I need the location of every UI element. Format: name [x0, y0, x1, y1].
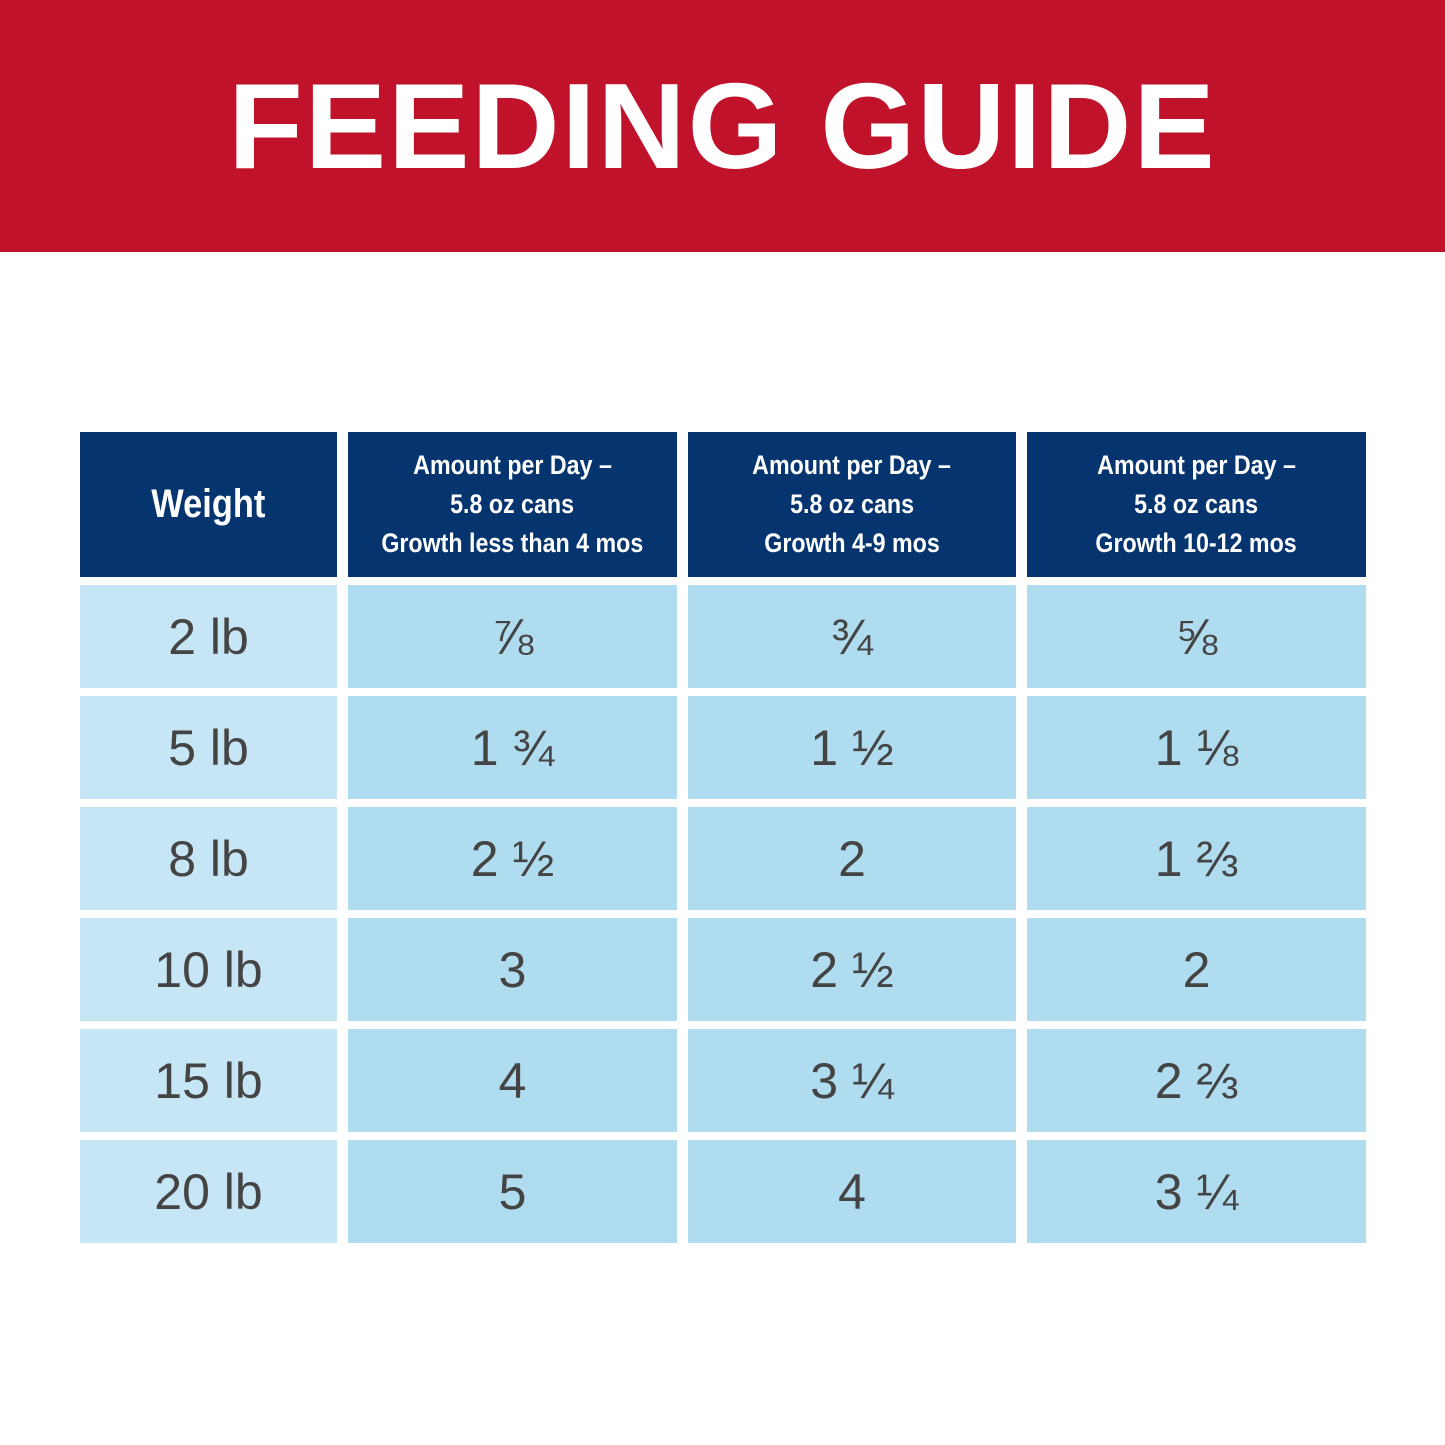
column-header: Amount per Day – 5.8 oz cans Growth less t…	[348, 432, 677, 577]
amount-cell: 2	[1027, 918, 1366, 1021]
header-line: Amount per Day –	[752, 450, 952, 480]
weight-cell: 15 lb	[80, 1029, 337, 1132]
amount-cell: 1 ¾	[348, 696, 677, 799]
amount-cell: 2 ½	[348, 807, 677, 910]
weight-cell: 5 lb	[80, 696, 337, 799]
amount-cell: 1 ½	[688, 696, 1016, 799]
amount-cell: 1 ⅛	[1027, 696, 1366, 799]
weight-cell: 20 lb	[80, 1140, 337, 1243]
amount-cell: 1 ⅔	[1027, 807, 1366, 910]
header-line: 5.8 oz cans	[790, 489, 914, 519]
amount-cell: 5	[348, 1140, 677, 1243]
header-banner: FEEDING GUIDE	[0, 0, 1445, 252]
amount-cell: 3 ¼	[1027, 1140, 1366, 1243]
amount-cell: ⅞	[348, 585, 677, 688]
header-line: Growth 10-12 mos	[1095, 528, 1298, 558]
amount-cell: 3	[348, 918, 677, 1021]
column-header: Amount per Day – 5.8 oz cans Growth 4-9 mo…	[688, 432, 1016, 577]
amount-cell: ¾	[688, 585, 1016, 688]
column-header: Weight	[80, 432, 337, 577]
header-line: Growth less than 4 mos	[381, 528, 644, 558]
amount-cell: ⅝	[1027, 585, 1366, 688]
title: FEEDING GUIDE	[228, 58, 1217, 194]
amount-cell: 2 ⅔	[1027, 1029, 1366, 1132]
header-line: 5.8 oz cans	[1134, 489, 1259, 519]
weight-cell: 8 lb	[80, 807, 337, 910]
header-line: Growth 4-9 mos	[764, 528, 940, 558]
header-line: Amount per Day –	[1097, 450, 1296, 480]
amount-cell: 2	[688, 807, 1016, 910]
weight-cell: 10 lb	[80, 918, 337, 1021]
column-header: Amount per Day – 5.8 oz cans Growth 10-12 …	[1027, 432, 1366, 577]
header-line: Weight	[151, 482, 266, 526]
header-line: Amount per Day –	[413, 450, 612, 480]
amount-cell: 4	[688, 1140, 1016, 1243]
amount-cell: 2 ½	[688, 918, 1016, 1021]
amount-cell: 3 ¼	[688, 1029, 1016, 1132]
amount-cell: 4	[348, 1029, 677, 1132]
weight-cell: 2 lb	[80, 585, 337, 688]
header-line: 5.8 oz cans	[450, 489, 575, 519]
